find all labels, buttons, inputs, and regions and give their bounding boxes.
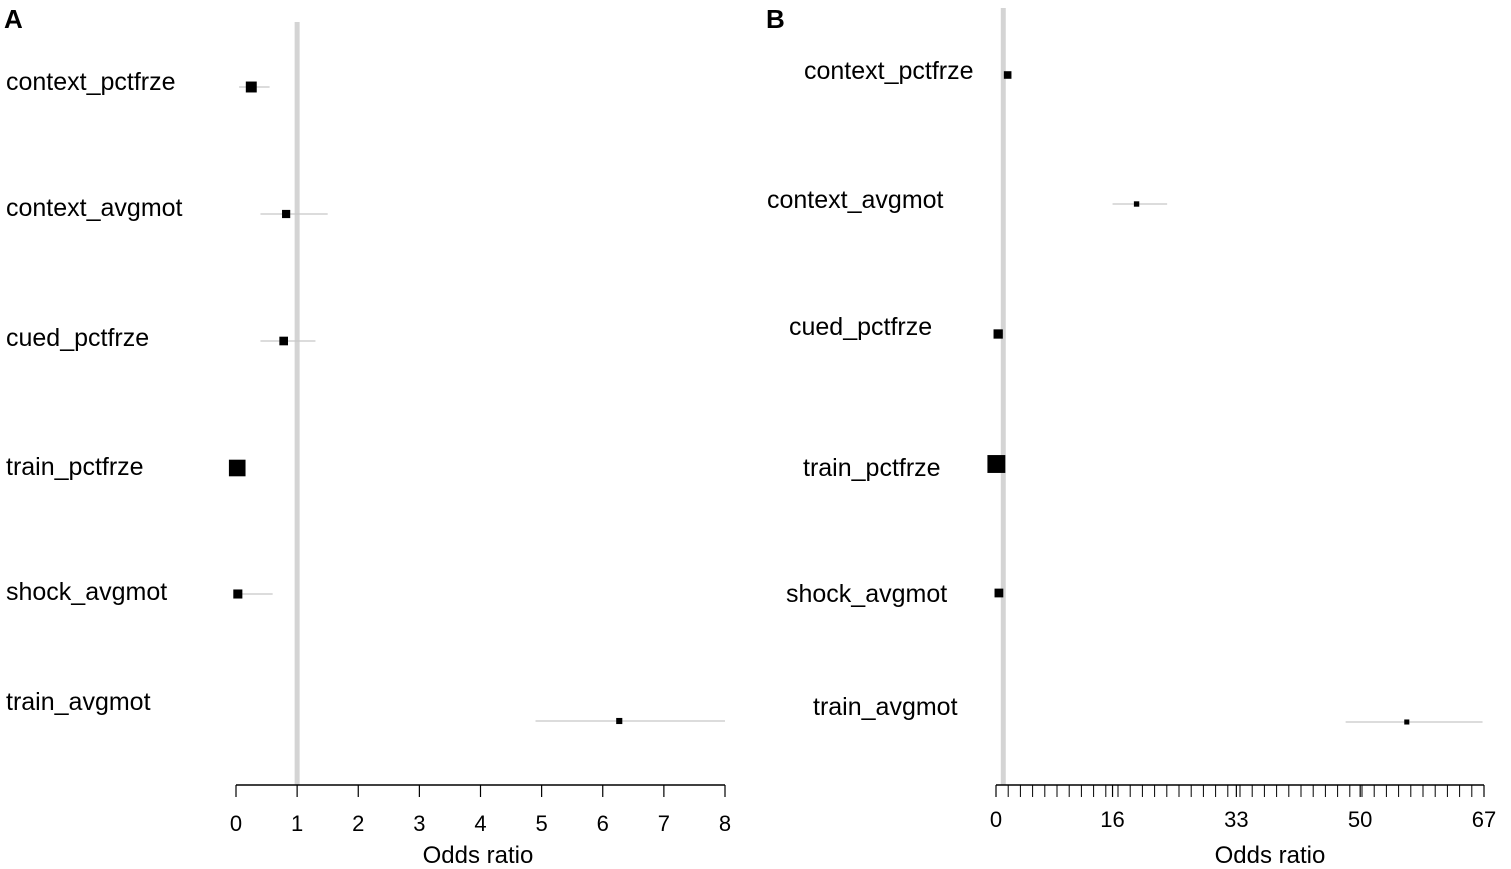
- panel-letter: A: [4, 4, 23, 34]
- panel-a: A 0 1 2 3 4 5 6 7 8 Odds ratio context_pctfrzeconte…: [4, 4, 731, 869]
- x-tick-label: 1: [291, 811, 303, 836]
- row-label: cued_pctfrze: [789, 313, 932, 341]
- row-label: cued_pctfrze: [6, 324, 149, 352]
- row-label: train_pctfrze: [803, 454, 941, 482]
- point-estimate: [616, 717, 623, 725]
- row-label: train_pctfrze: [6, 453, 144, 481]
- point-estimate: [245, 81, 257, 93]
- x-axis-title: Odds ratio: [423, 842, 534, 869]
- point-estimate: [994, 588, 1004, 598]
- row-label: train_avgmot: [6, 688, 151, 716]
- row-label: shock_avgmot: [6, 578, 167, 606]
- row-label: context_avgmot: [767, 186, 944, 214]
- row-label: context_pctfrze: [804, 57, 974, 85]
- x-tick-label: 0: [990, 807, 1002, 832]
- row-label: shock_avgmot: [786, 580, 947, 608]
- point-estimate: [1133, 201, 1140, 207]
- panel-letter: B: [766, 4, 785, 34]
- x-tick-label: 50: [1348, 807, 1372, 832]
- x-tick-label: 16: [1100, 807, 1124, 832]
- row-label: train_avgmot: [813, 693, 958, 721]
- x-tick-label: 3: [413, 811, 425, 836]
- point-estimate: [1404, 719, 1410, 725]
- panel-b: B 0 16 33 50 67 Odds ratio context_pctfrzeconte…: [766, 4, 1496, 869]
- x-tick-label: 6: [597, 811, 609, 836]
- row-label: context_pctfrze: [6, 68, 176, 96]
- x-tick-label: 5: [536, 811, 548, 836]
- x-axis-title: Odds ratio: [1215, 842, 1326, 869]
- x-tick-label: 8: [719, 811, 731, 836]
- point-estimate: [233, 589, 243, 599]
- point-estimate: [282, 209, 291, 219]
- x-tick-label: 67: [1472, 807, 1496, 832]
- point-estimate: [1003, 71, 1012, 79]
- x-tick-label: 33: [1224, 807, 1248, 832]
- row-label: context_avgmot: [6, 194, 183, 222]
- x-tick-label: 7: [658, 811, 670, 836]
- x-tick-label: 0: [230, 811, 242, 836]
- point-estimate: [279, 336, 288, 346]
- x-tick-label: 2: [352, 811, 364, 836]
- point-estimate: [987, 455, 1006, 473]
- point-estimate: [993, 329, 1003, 339]
- x-tick-label: 4: [474, 811, 486, 836]
- point-estimate: [228, 459, 246, 477]
